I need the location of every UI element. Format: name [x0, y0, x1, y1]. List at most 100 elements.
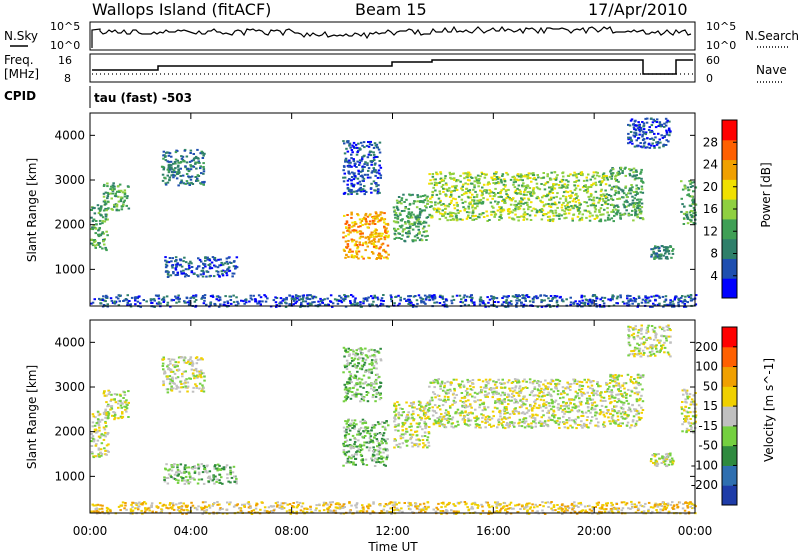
echo-cell [175, 377, 178, 379]
echo-cell [446, 381, 449, 383]
echo-cell [266, 297, 269, 299]
echo-cell [520, 302, 523, 304]
echo-cell [514, 177, 517, 179]
echo-cell [357, 182, 360, 184]
echo-cell [105, 413, 108, 415]
echo-cell [184, 276, 187, 278]
echo-cell [603, 175, 606, 177]
echo-cell [175, 302, 178, 304]
echo-cell [416, 435, 419, 437]
echo-cell [544, 188, 547, 190]
echo-cell [665, 118, 668, 120]
nave-top-tick: 60 [706, 54, 720, 67]
echo-cell [650, 256, 653, 258]
echo-cell [381, 297, 384, 299]
echo-cell [101, 419, 104, 421]
echo-cell [601, 405, 604, 407]
echo-cell [362, 352, 365, 354]
echo-cell [670, 257, 673, 259]
echo-cell [381, 244, 384, 246]
echo-cell [601, 204, 604, 206]
echo-cell [126, 404, 129, 406]
echo-cell [558, 202, 561, 204]
echo-cell [394, 217, 397, 219]
echo-cell [647, 302, 650, 304]
echo-cell [355, 354, 358, 356]
echo-cell [542, 414, 545, 416]
echo-cell [380, 300, 383, 302]
echo-cell [684, 188, 687, 190]
echo-cell [400, 437, 403, 439]
echo-cell [604, 400, 607, 402]
echo-cell [350, 157, 353, 159]
echo-cell [452, 173, 455, 175]
echo-cell [386, 438, 389, 440]
echo-cell [654, 136, 657, 138]
echo-cell [372, 450, 375, 452]
echo-cell [369, 220, 372, 222]
echo-cell [367, 156, 370, 158]
echo-cell [613, 220, 616, 222]
echo-cell [454, 207, 457, 209]
echo-cell [365, 429, 368, 431]
echo-cell [174, 260, 177, 262]
echo-cell [507, 399, 510, 401]
echo-cell [425, 423, 428, 425]
echo-cell [623, 213, 626, 215]
echo-cell [428, 445, 431, 447]
echo-cell [541, 416, 544, 418]
echo-cell [359, 241, 362, 243]
echo-cell [505, 296, 508, 298]
echo-cell [354, 221, 357, 223]
echo-cell [125, 411, 128, 413]
echo-cell [201, 384, 204, 386]
echo-cell [224, 262, 227, 264]
echo-cell [672, 253, 675, 255]
beam-title: Beam 15 [355, 0, 427, 19]
echo-cell [186, 156, 189, 158]
echo-cell [412, 434, 415, 436]
echo-cell [223, 466, 226, 468]
echo-cell [201, 463, 204, 465]
echo-cell [380, 167, 383, 169]
echo-cell [471, 194, 474, 196]
echo-cell [312, 297, 315, 299]
echo-cell [229, 481, 232, 483]
colorbar-tick-label: 20 [703, 180, 718, 194]
echo-cell [354, 165, 357, 167]
echo-cell [206, 271, 209, 273]
echo-cell [273, 299, 276, 301]
echo-cell [198, 265, 201, 267]
echo-cell [188, 304, 191, 306]
echo-cell [553, 183, 556, 185]
echo-cell [680, 297, 683, 299]
echo-cell [343, 142, 346, 144]
echo-cell [660, 134, 663, 136]
echo-cell [395, 212, 398, 214]
echo-cell [380, 174, 383, 176]
echo-cell [92, 228, 95, 230]
echo-cell [577, 185, 580, 187]
echo-cell [172, 257, 175, 259]
echo-cell [356, 349, 359, 351]
echo-cell [120, 196, 123, 198]
echo-cell [350, 154, 353, 156]
echo-cell [197, 376, 200, 378]
echo-cell [607, 203, 610, 205]
echo-cell [368, 369, 371, 371]
echo-cell [615, 186, 618, 188]
echo-cell [196, 387, 199, 389]
echo-cell [425, 426, 428, 428]
echo-cell [106, 444, 109, 446]
echo-cell [371, 359, 374, 361]
echo-cell [106, 296, 109, 298]
echo-cell [370, 435, 373, 437]
echo-cell [409, 295, 412, 297]
echo-cell [99, 220, 102, 222]
echo-cell [204, 471, 207, 473]
echo-cell [624, 168, 627, 170]
echo-cell [375, 396, 378, 398]
echo-cell [151, 302, 154, 304]
echo-cell [210, 479, 213, 481]
echo-cell [373, 147, 376, 149]
